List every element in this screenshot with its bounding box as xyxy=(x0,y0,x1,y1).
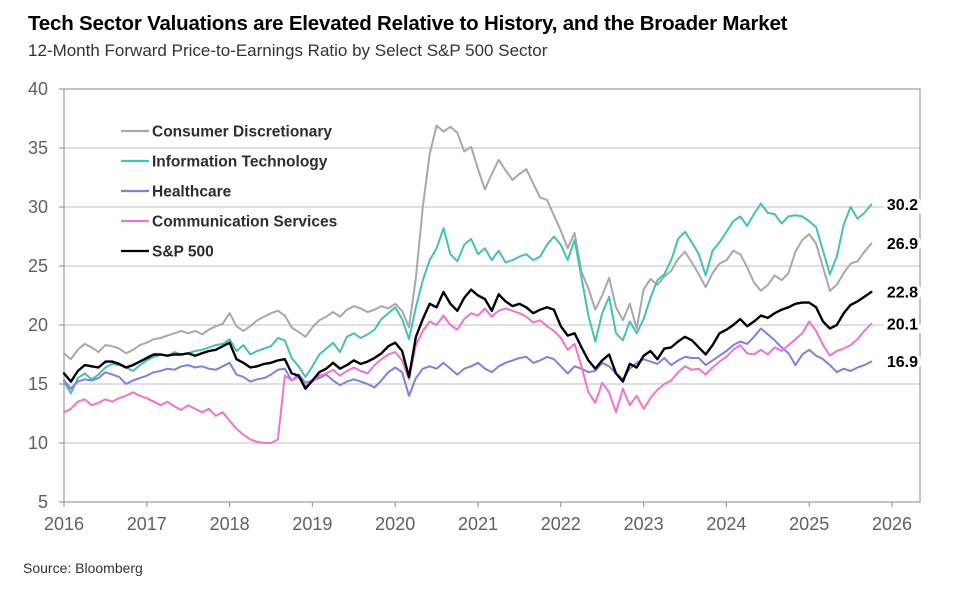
x-tick-label: 2020 xyxy=(375,514,415,534)
x-tick-label: 2024 xyxy=(706,514,746,534)
source-note: Source: Bloomberg xyxy=(23,560,143,576)
chart-title: Tech Sector Valuations are Elevated Rela… xyxy=(28,12,788,35)
chart-subtitle: 12-Month Forward Price-to-Earnings Ratio… xyxy=(28,41,548,60)
x-tick-label: 2021 xyxy=(458,514,498,534)
series-line-healthcare xyxy=(63,327,873,397)
series-line-information-technology xyxy=(63,202,873,395)
legend-label-information-technology: Information Technology xyxy=(152,154,328,171)
x-tick-label: 2025 xyxy=(789,514,829,534)
series-line-s-p-500 xyxy=(62,288,873,390)
end-label-consumer-discretionary: 26.9 xyxy=(887,236,918,253)
x-tick-label: 2016 xyxy=(44,514,84,534)
series-line-communication-services xyxy=(63,307,873,444)
legend-label-communication-services: Communication Services xyxy=(152,214,337,231)
y-tick-label: 35 xyxy=(28,138,48,158)
x-tick-label: 2018 xyxy=(210,514,250,534)
end-label-s-p-500: 22.8 xyxy=(887,284,918,301)
y-tick-label: 15 xyxy=(28,374,48,394)
plot-border xyxy=(63,88,921,503)
legend-label-s-p-500: S&P 500 xyxy=(152,244,214,261)
y-tick-label: 40 xyxy=(28,79,48,99)
end-label-communication-services: 20.1 xyxy=(887,316,918,333)
end-label-information-technology: 30.2 xyxy=(887,197,918,214)
x-tick-label: 2019 xyxy=(292,514,332,534)
legend-label-healthcare: Healthcare xyxy=(152,184,232,201)
x-tick-label: 2022 xyxy=(541,514,581,534)
x-tick-label: 2017 xyxy=(127,514,167,534)
y-tick-label: 5 xyxy=(38,492,48,512)
legend-label-consumer-discretionary: Consumer Discretionary xyxy=(152,124,332,141)
x-tick-label: 2023 xyxy=(624,514,664,534)
y-tick-label: 20 xyxy=(28,315,48,335)
y-tick-label: 10 xyxy=(28,433,48,453)
y-tick-label: 25 xyxy=(28,256,48,276)
series-line-consumer-discretionary xyxy=(63,124,873,361)
y-tick-label: 30 xyxy=(28,197,48,217)
x-tick-label: 2026 xyxy=(872,514,912,534)
end-label-healthcare: 16.9 xyxy=(887,354,918,371)
